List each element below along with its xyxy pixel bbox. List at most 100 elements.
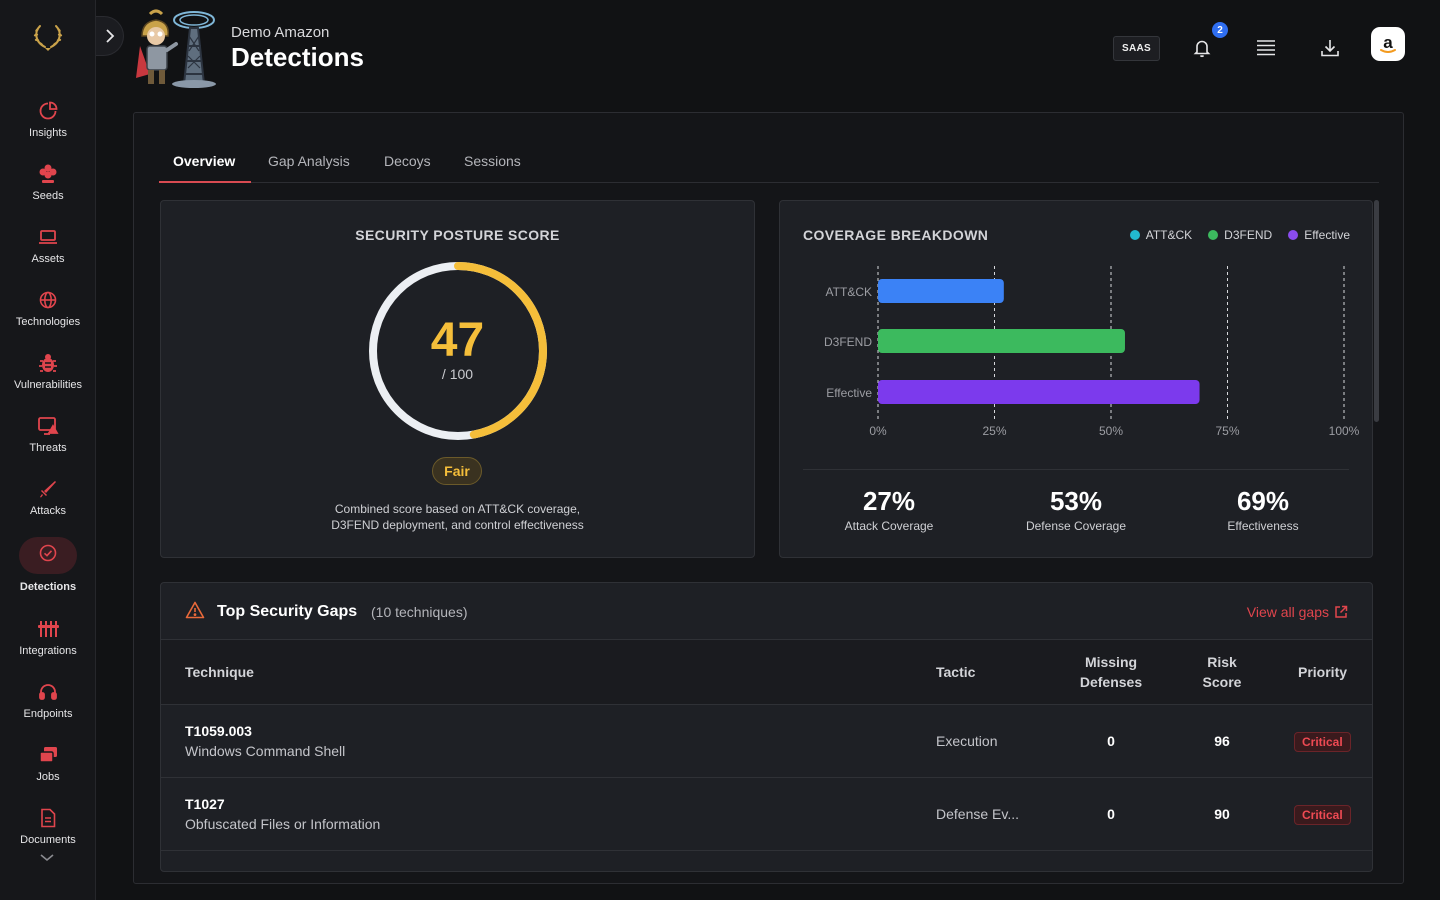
- sidebar-item-label: Integrations: [19, 645, 77, 657]
- globe-icon: [37, 289, 59, 311]
- x-tick-label: 75%: [1215, 424, 1239, 438]
- sidebar-item-endpoints[interactable]: Endpoints: [0, 677, 96, 733]
- column-technique[interactable]: Technique: [185, 664, 254, 680]
- column-tactic[interactable]: Tactic: [936, 664, 976, 680]
- description-line: D3FEND deployment, and control effective…: [331, 518, 584, 532]
- sidebar-item-label: Technologies: [15, 316, 81, 328]
- tab-overview[interactable]: Overview: [173, 153, 236, 169]
- x-tick-label: 0%: [869, 424, 887, 438]
- bar: [878, 279, 1004, 303]
- tactic: Defense Ev...: [936, 806, 1020, 822]
- view-all-gaps-link[interactable]: View all gaps: [1247, 604, 1348, 620]
- tab-bar: Overview Gap Analysis Decoys Sessions: [159, 143, 1379, 183]
- avatar[interactable]: a: [1371, 27, 1405, 61]
- stat-value: 53%: [1049, 486, 1103, 516]
- active-tab-indicator: [159, 181, 251, 183]
- legend-dot: [1208, 230, 1219, 240]
- table-row[interactable]: T1059.003 Windows Command Shell Executio…: [161, 705, 1372, 778]
- card-title: COVERAGE BREAKDOWN: [803, 227, 989, 243]
- sidebar-item-vulnerabilities[interactable]: Vulnerabilities: [0, 348, 96, 404]
- sidebar-item-assets[interactable]: Assets: [0, 222, 96, 278]
- legend-item: Effective: [1288, 228, 1350, 242]
- chart-legend: ATT&CK D3FEND Effective: [1129, 228, 1350, 242]
- tab-decoys[interactable]: Decoys: [384, 153, 431, 169]
- legend-item: ATT&CK: [1129, 228, 1193, 242]
- coverage-breakdown-card: COVERAGE BREAKDOWN ATT&CK D3FEND Effecti…: [779, 200, 1373, 558]
- column-label-line: Defenses: [1079, 674, 1143, 690]
- technique-id: T1027: [185, 796, 225, 812]
- bar: [878, 329, 1125, 353]
- sidebar-item-threats[interactable]: Threats: [0, 411, 96, 467]
- legend-dot: [1129, 230, 1140, 240]
- sidebar-toggle-button[interactable]: [96, 16, 124, 56]
- sidebar-item-jobs[interactable]: Jobs: [0, 740, 96, 796]
- column-label-line: Risk: [1207, 654, 1237, 670]
- legend-label: ATT&CK: [1145, 228, 1193, 242]
- sidebar-item-label: Vulnerabilities: [13, 379, 83, 391]
- security-posture-card: SECURITY POSTURE SCORE 47 / 100 Fair Com…: [160, 200, 755, 558]
- sidebar-item-label: Attacks: [29, 505, 67, 517]
- org-name: Demo Amazon: [231, 24, 330, 41]
- sidebar-item-integrations[interactable]: Integrations: [0, 614, 96, 670]
- sidebar-item-insights[interactable]: Insights: [0, 96, 96, 152]
- notification-count-badge: 2: [1212, 22, 1228, 38]
- pie-chart-icon: [37, 100, 59, 122]
- saas-badge[interactable]: SAAS: [1113, 36, 1160, 61]
- legend-dot: [1288, 230, 1299, 240]
- laptop-icon: [37, 226, 59, 248]
- tab-sessions[interactable]: Sessions: [464, 153, 521, 169]
- sidebar-item-attacks[interactable]: Attacks: [0, 474, 96, 530]
- svg-text:a: a: [1383, 33, 1393, 52]
- sidebar-item-documents[interactable]: Documents: [0, 803, 96, 859]
- security-gaps-card: Top Security Gaps (10 techniques) View a…: [160, 582, 1373, 872]
- column-risk-score[interactable]: Risk Score: [1172, 652, 1272, 692]
- list-view-button[interactable]: [1252, 34, 1280, 62]
- chevron-right-icon: [105, 29, 114, 43]
- y-category-label: ATT&CK: [826, 285, 872, 299]
- main-panel: Overview Gap Analysis Decoys Sessions SE…: [133, 112, 1404, 884]
- notifications-button[interactable]: [1188, 34, 1216, 62]
- stat-value: 27%: [862, 486, 916, 516]
- check-circle-icon: [39, 544, 57, 567]
- sidebar-item-label: Seeds: [32, 190, 64, 202]
- sidebar-item-label: Threats: [29, 442, 67, 454]
- score-arc: [369, 262, 547, 440]
- sword-icon: [37, 478, 59, 500]
- stat-value: 69%: [1236, 486, 1290, 516]
- legend-label: D3FEND: [1224, 228, 1273, 242]
- divider: [803, 469, 1349, 470]
- column-label-line: Missing: [1084, 654, 1138, 670]
- sidebar-item-technologies[interactable]: Technologies: [0, 285, 96, 341]
- stat-label: Attack Coverage: [844, 519, 934, 533]
- sidebar-item-seeds[interactable]: Seeds: [0, 159, 96, 215]
- mascot-illustration: [136, 9, 216, 88]
- stat-label: Defense Coverage: [1025, 519, 1127, 533]
- download-icon: [1321, 40, 1339, 57]
- score-max: / 100: [441, 366, 474, 382]
- column-missing-defenses[interactable]: Missing Defenses: [1061, 652, 1161, 692]
- score-value: 47: [430, 314, 485, 367]
- warning-triangle-icon: [185, 601, 205, 619]
- download-button[interactable]: [1316, 34, 1344, 62]
- sidebar-item-detections[interactable]: Detections: [0, 537, 96, 593]
- laurel-logo-icon[interactable]: [28, 16, 68, 56]
- sidebar: Insights Seeds Assets Technologies Vulne…: [0, 0, 96, 900]
- stat-effectiveness: 69% Effectiveness: [1188, 486, 1338, 533]
- tab-gap-analysis[interactable]: Gap Analysis: [268, 153, 350, 169]
- table-row[interactable]: T1027 Obfuscated Files or Information De…: [161, 778, 1372, 851]
- card-title: SECURITY POSTURE SCORE: [355, 227, 560, 243]
- scrollbar[interactable]: [1374, 200, 1379, 422]
- column-priority[interactable]: Priority: [1298, 664, 1348, 680]
- rating-badge: Fair: [432, 457, 482, 485]
- sidebar-item-label: Documents: [20, 834, 76, 846]
- table-header: Technique Tactic Missing Defenses Risk S…: [161, 640, 1372, 705]
- score-ring: [369, 262, 547, 440]
- amazon-logo-icon: a: [1380, 33, 1396, 53]
- bug-icon: [37, 352, 59, 374]
- external-link-icon: [1335, 605, 1348, 618]
- chevron-down-icon[interactable]: [38, 852, 56, 864]
- document-icon: [37, 807, 59, 829]
- x-tick-label: 25%: [982, 424, 1006, 438]
- x-tick-label: 50%: [1099, 424, 1123, 438]
- risk-score: 96: [1214, 733, 1230, 749]
